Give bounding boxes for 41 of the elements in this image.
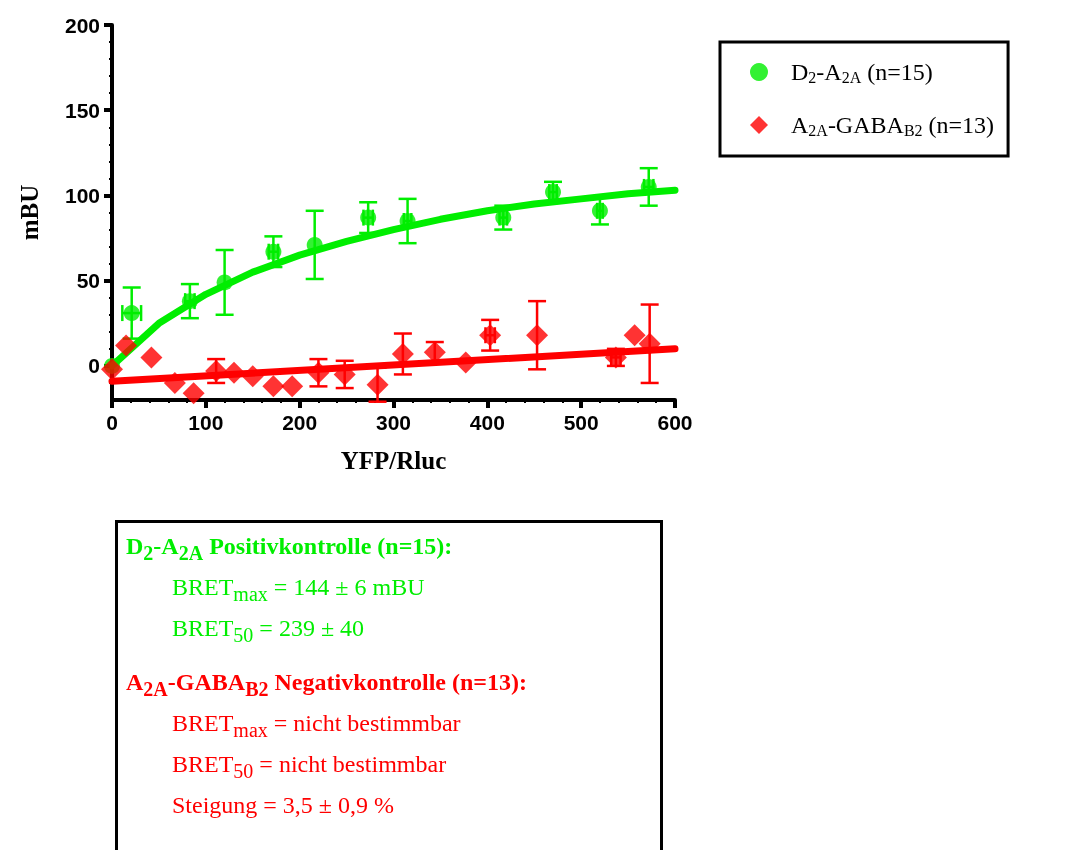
- point: [216, 274, 233, 291]
- text: BRET$_{50}$ = 239 ± 40: [171, 613, 366, 648]
- x-tick-label: 300: [375, 411, 412, 434]
- text: Steigung = 3,5 ± 0,9 %: [171, 790, 396, 820]
- point: [140, 346, 163, 369]
- x-axis-title: YFP/Rluc: [340, 447, 447, 474]
- y-tick-label: 100: [64, 183, 100, 207]
- text: A$_{2A}$-GABA$_{B2}$ Negativkontrolle (n=13):: [126, 668, 529, 703]
- x-tick-label: 100: [188, 411, 224, 434]
- legend-label: A2A-GABAB2 (n=13): [791, 112, 995, 139]
- point: [391, 342, 414, 365]
- y-tick-label: 200: [64, 13, 100, 37]
- point: [241, 365, 264, 388]
- point: [454, 351, 477, 374]
- point: [623, 324, 646, 347]
- y-tick-label: 0: [88, 354, 100, 378]
- y-tick-label: 150: [64, 98, 100, 122]
- point: [479, 324, 502, 347]
- point: [163, 371, 186, 394]
- point: [101, 358, 123, 381]
- point: [222, 361, 245, 384]
- point: [526, 324, 549, 347]
- point: [638, 332, 661, 355]
- point: [591, 202, 608, 219]
- text: BRET$_{50}$ = nicht bestimmbar: [171, 750, 448, 784]
- x-tick-label: 500: [563, 411, 599, 434]
- text: BRET$_{max}$ = nicht bestimmbar: [171, 709, 462, 743]
- x-tick-label: 400: [469, 411, 505, 434]
- text: BRET$_{max}$ = 144 ± 6 mBU: [171, 572, 426, 607]
- point: [182, 382, 205, 405]
- y-axis-title: mBU: [16, 184, 43, 241]
- legend-label: D2-A2A (n=15): [791, 59, 933, 86]
- point: [281, 375, 304, 398]
- point: [115, 334, 138, 357]
- point: [262, 375, 285, 398]
- x-tick-label: 600: [657, 411, 693, 434]
- text: D$_{2}$-A$_{2A}$ Positivkontrolle (n=15):: [126, 532, 454, 566]
- y-tick-label: 50: [76, 269, 100, 293]
- x-tick-label: 200: [282, 411, 318, 434]
- point: [366, 373, 389, 396]
- x-tick-label: 0: [106, 411, 118, 434]
